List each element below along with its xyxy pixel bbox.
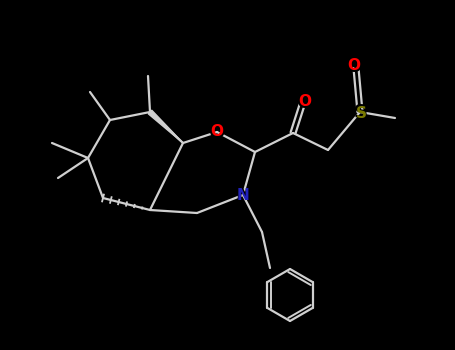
Text: O: O	[346, 56, 362, 76]
Text: O: O	[211, 125, 223, 140]
Text: O: O	[348, 58, 360, 74]
Text: S: S	[354, 104, 368, 122]
Text: O: O	[209, 122, 225, 141]
Text: N: N	[237, 188, 249, 203]
Text: N: N	[235, 186, 251, 204]
Text: O: O	[297, 92, 313, 112]
Text: O: O	[298, 94, 312, 110]
Text: S: S	[355, 105, 366, 120]
Polygon shape	[148, 110, 183, 143]
